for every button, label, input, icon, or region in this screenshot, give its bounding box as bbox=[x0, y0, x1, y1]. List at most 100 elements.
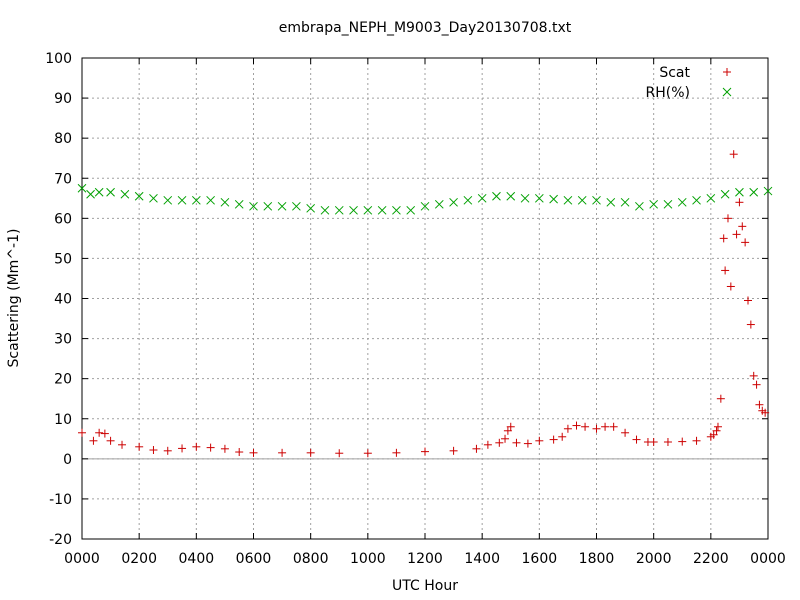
data-series bbox=[77, 150, 773, 458]
rh-point bbox=[720, 189, 730, 199]
scat-point bbox=[501, 434, 510, 443]
rh-point bbox=[663, 199, 673, 209]
rh-point bbox=[377, 205, 387, 215]
scat-point bbox=[249, 448, 258, 457]
scat-point bbox=[278, 448, 287, 457]
rh-point bbox=[120, 189, 130, 199]
rh-point bbox=[163, 195, 173, 205]
scat-point bbox=[621, 428, 630, 437]
scat-point bbox=[692, 436, 701, 445]
scat-point bbox=[761, 408, 770, 417]
series-rh bbox=[77, 183, 773, 215]
x-tick-label: 0400 bbox=[179, 551, 215, 567]
rh-point bbox=[692, 195, 701, 205]
y-tick-label: -10 bbox=[49, 492, 72, 508]
x-tick-label: 1600 bbox=[522, 551, 558, 567]
scat-point bbox=[135, 442, 144, 451]
rh-point bbox=[392, 205, 401, 215]
legend-symbol bbox=[723, 68, 731, 76]
scat-point bbox=[506, 422, 515, 431]
legend-label-rh: RH(%) bbox=[646, 85, 690, 101]
y-tick-label: 40 bbox=[54, 292, 72, 308]
scat-point bbox=[743, 296, 752, 305]
scat-point bbox=[738, 222, 747, 231]
rh-point bbox=[492, 191, 501, 201]
y-tick-label: 50 bbox=[54, 251, 72, 267]
x-tick-label: 2000 bbox=[636, 551, 672, 567]
rh-point bbox=[191, 195, 201, 205]
x-tick-label: 0000 bbox=[64, 551, 100, 567]
scat-point bbox=[118, 440, 127, 449]
y-tick-label: 0 bbox=[63, 452, 72, 468]
scat-point bbox=[363, 449, 372, 458]
scat-point bbox=[609, 422, 618, 431]
scat-point bbox=[592, 424, 601, 433]
legend-marker-rh bbox=[722, 87, 732, 97]
rh-point bbox=[520, 193, 530, 203]
x-tick-label: 0200 bbox=[121, 551, 157, 567]
rh-point bbox=[177, 195, 187, 205]
scat-point bbox=[503, 426, 512, 435]
scat-point bbox=[719, 234, 728, 243]
rh-point bbox=[86, 189, 95, 199]
rh-point bbox=[206, 195, 215, 205]
rh-point bbox=[220, 197, 230, 207]
rh-point bbox=[549, 194, 558, 204]
rh-point bbox=[606, 197, 616, 207]
scat-point bbox=[163, 446, 172, 455]
x-tick-label: 1400 bbox=[464, 551, 500, 567]
tick-labels: -20 -10 0 10 20 30 40 50 60 70 80 90 100 0000 0200 0400… bbox=[45, 51, 786, 567]
y-tick-label: 10 bbox=[54, 412, 72, 428]
scat-point bbox=[563, 424, 572, 433]
scat-point bbox=[206, 443, 215, 452]
x-tick-label: 1000 bbox=[350, 551, 386, 567]
rh-point bbox=[649, 199, 659, 209]
rh-point bbox=[577, 195, 587, 205]
scat-point bbox=[558, 432, 567, 441]
x-tick-label: 1200 bbox=[407, 551, 443, 567]
scat-point bbox=[723, 214, 732, 223]
legend-label-scat: Scat bbox=[659, 65, 690, 81]
x-tick-label: 0600 bbox=[236, 551, 272, 567]
chart-title: embrapa_NEPH_M9003_Day20130708.txt bbox=[279, 20, 572, 36]
y-tick-label: 60 bbox=[54, 211, 72, 227]
rh-point bbox=[106, 187, 115, 197]
scat-point bbox=[535, 436, 544, 445]
scat-point bbox=[89, 436, 98, 445]
scat-point bbox=[735, 198, 744, 207]
scat-point bbox=[192, 442, 201, 451]
x-tick-label: 0800 bbox=[293, 551, 329, 567]
grid-lines bbox=[82, 58, 768, 539]
scat-point bbox=[726, 282, 735, 291]
scat-point bbox=[721, 266, 730, 275]
rh-point bbox=[434, 199, 444, 209]
legend-marker-scat bbox=[723, 68, 731, 76]
plot-frame bbox=[81, 57, 769, 540]
rh-point bbox=[149, 193, 158, 203]
rh-point bbox=[334, 205, 344, 215]
scat-point bbox=[732, 230, 741, 239]
scat-point bbox=[572, 421, 581, 430]
scat-point bbox=[749, 371, 758, 380]
scat-point bbox=[678, 437, 687, 446]
rh-point bbox=[763, 186, 773, 196]
scat-point bbox=[235, 448, 244, 457]
scat-point bbox=[100, 429, 109, 438]
x-axis-label: UTC Hour bbox=[392, 578, 458, 594]
scat-point bbox=[178, 444, 187, 453]
scat-point bbox=[712, 426, 721, 435]
series-scat bbox=[78, 150, 770, 458]
rh-point bbox=[735, 187, 744, 197]
scat-point bbox=[729, 150, 738, 159]
scat-point bbox=[421, 447, 429, 456]
scat-point bbox=[755, 400, 764, 409]
scat-point bbox=[472, 444, 481, 453]
scat-point bbox=[78, 428, 86, 437]
scat-point bbox=[495, 438, 504, 447]
scat-point bbox=[306, 448, 315, 457]
rh-point bbox=[249, 201, 258, 211]
rh-point bbox=[534, 193, 544, 203]
scat-point bbox=[549, 435, 558, 444]
rh-point bbox=[463, 195, 473, 205]
